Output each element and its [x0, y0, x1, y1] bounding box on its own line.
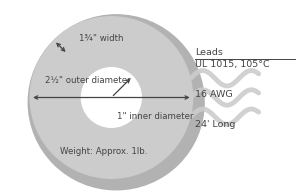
- Text: 24' Long: 24' Long: [195, 120, 235, 129]
- Circle shape: [30, 17, 193, 178]
- Text: 1" inner diameter: 1" inner diameter: [117, 112, 194, 121]
- Text: 2½" outer diameter: 2½" outer diameter: [45, 76, 131, 85]
- Circle shape: [81, 68, 141, 127]
- Text: Leads: Leads: [195, 48, 223, 57]
- Text: 1¾" width: 1¾" width: [79, 34, 124, 43]
- Circle shape: [85, 71, 143, 129]
- Text: UL 1015, 105°C: UL 1015, 105°C: [195, 60, 269, 69]
- Text: 16 AWG: 16 AWG: [195, 90, 232, 99]
- Text: Weight: Approx. 1lb.: Weight: Approx. 1lb.: [60, 147, 147, 156]
- Circle shape: [28, 15, 204, 190]
